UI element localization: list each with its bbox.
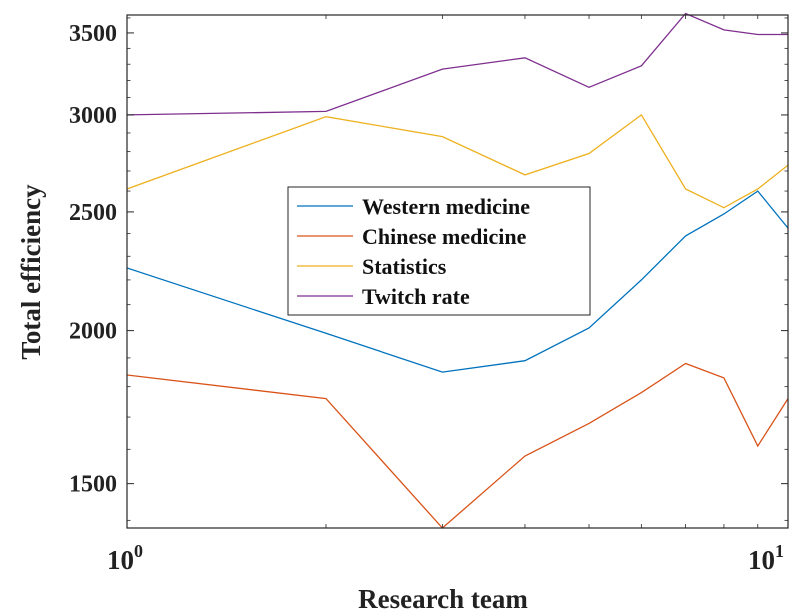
legend-label: Twitch rate <box>362 284 470 309</box>
x-axis-title: Research team <box>358 584 528 614</box>
y-tick-label: 1500 <box>69 472 117 498</box>
x-tick-label: 101 <box>748 541 784 575</box>
y-tick-label: 2000 <box>69 319 117 345</box>
series-line-4 <box>126 12 788 116</box>
y-tick-label: 2500 <box>69 200 117 226</box>
legend: Western medicine Chinese medicine Statisti… <box>287 186 591 316</box>
legend-label: Western medicine <box>362 194 530 219</box>
series-line-1 <box>126 190 789 373</box>
series-layer <box>126 12 789 529</box>
legend-label: Statistics <box>362 254 447 279</box>
y-tick-label: 3500 <box>69 21 117 47</box>
legend-box <box>287 186 591 316</box>
y-axis-title: Total efficiency <box>16 184 46 360</box>
x-tick-label: 100 <box>107 541 143 575</box>
y-axis: 1500 2000 2500 3000 3500 <box>69 17 788 521</box>
plot-frame <box>126 14 789 529</box>
series-line-2 <box>126 362 789 529</box>
y-tick-label: 3000 <box>69 103 117 129</box>
x-axis: 100 101 <box>107 15 789 575</box>
series-line-3 <box>126 113 789 209</box>
legend-label: Chinese medicine <box>362 224 527 249</box>
